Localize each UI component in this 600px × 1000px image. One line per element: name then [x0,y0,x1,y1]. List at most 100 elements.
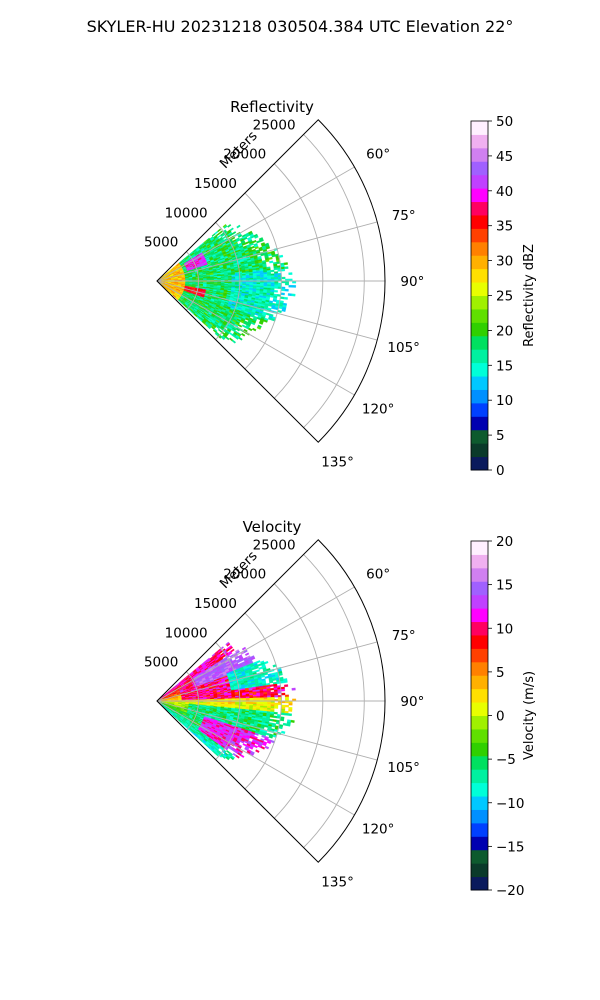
reflectivity-title: Reflectivity [230,98,314,116]
colorbar-segment [471,308,488,323]
colorbar-segment [471,241,488,256]
radar-gate [260,282,265,285]
colorbar-segment [471,161,488,176]
colorbar-segment [471,282,488,296]
radar-gate [263,277,268,280]
radar-gate [283,296,288,300]
azimuth-tick-label: 75° [392,208,416,224]
colorbar-segment [471,362,488,377]
velocity-panel: Velocity 50001000015000200002500060°75°9… [144,518,537,899]
radar-gate [287,293,292,297]
radar-gate [267,275,272,278]
colorbar-segment [471,429,488,444]
radar-gate [277,309,282,314]
colorbar-tick-label: 15 [496,358,513,374]
velocity-polar-plot: 50001000015000200002500060°75°90°105°120… [144,537,424,890]
radar-gate [235,698,240,700]
radar-gate [252,239,257,244]
radar-gate [229,227,234,232]
radar-gate [267,273,272,276]
colorbar-tick-label: 30 [496,254,513,270]
radar-gate [265,312,271,316]
radar-gate [260,277,265,280]
reflectivity-polar-plot: 50001000015000200002500060°75°90°105°120… [144,117,424,470]
colorbar-segment [471,214,488,229]
radar-gate [291,293,296,297]
radar-gate [217,228,222,233]
range-tick-label: 25000 [253,117,296,133]
radar-gate [256,277,261,280]
radar-gate [242,278,247,280]
colorbar-segment [471,134,488,149]
radar-gate [270,275,275,278]
radar-gate [252,277,257,280]
colorbar-tick-label: 0 [496,463,505,479]
radar-gate [269,295,274,298]
range-tick-label: 10000 [165,205,208,221]
radar-gate [263,275,268,278]
colorbar-tick-label: 50 [496,114,513,130]
colorbar-tick-label: 20 [496,323,513,339]
radar-gate [284,266,289,270]
range-tick-label: 15000 [194,176,237,192]
radar-gate [227,224,232,228]
radar-gate [273,290,278,293]
colorbar-segment [471,255,488,270]
radar-gate [267,282,272,285]
radar-gate [285,282,289,286]
colorbar-tick-label: 35 [496,219,513,235]
radar-gate [280,268,286,272]
radar-gate [283,262,288,266]
radar-gate [231,339,237,344]
colorbar-segment [471,402,488,417]
radar-gate [270,269,275,273]
colorbar-segment [471,174,488,189]
colorbar-segment [471,121,488,135]
colorbar-segment [471,349,488,364]
radar-gate [238,336,243,341]
radar-gate [270,282,275,285]
colorbar-label: Reflectivity dBZ [522,244,537,347]
colorbar-segment [471,295,488,310]
colorbar-tick-label: 5 [496,428,505,444]
colorbar-segment [471,268,488,283]
radar-gate [245,277,250,280]
colorbar-segment [471,322,488,337]
radar-gate [270,273,275,276]
radar-gate [237,324,243,328]
radar-gate [288,272,293,275]
radar-gate [284,288,289,292]
radar-gate [280,296,285,300]
radar-gate [274,275,279,278]
radar-gate [218,230,223,235]
radar-gate [270,277,275,280]
colorbar-segment [471,188,488,203]
azimuth-tick-label: 135° [321,455,354,471]
radar-gate [274,284,279,287]
radar-gate [235,278,240,280]
range-tick-label: 5000 [144,235,178,251]
radar-gate [278,254,284,258]
azimuth-tick-label: 90° [400,274,424,290]
radar-gate [269,260,274,264]
figure-suptitle: SKYLER-HU 20231218 030504.384 UTC Elevat… [87,17,514,36]
radar-gate [270,284,275,287]
radar-gate [274,273,279,276]
colorbar-segment [471,228,488,243]
colorbar-segment [471,416,488,431]
azimuth-tick-label: 120° [362,402,395,418]
radar-gate [292,285,297,288]
azimuth-tick-label: 105° [387,340,420,356]
radar-gate [268,256,273,260]
colorbar-segment [471,201,488,216]
radar-gate [248,327,253,332]
reflectivity-panel: Reflectivity 50001000015000200002500060°… [144,98,537,479]
colorbar-segment [471,389,488,404]
colorbar-tick-label: 40 [496,184,513,200]
colorbar-segment [471,443,488,458]
radar-gate [256,282,261,285]
colorbar-segment [471,335,488,350]
radar-gate [281,288,286,292]
